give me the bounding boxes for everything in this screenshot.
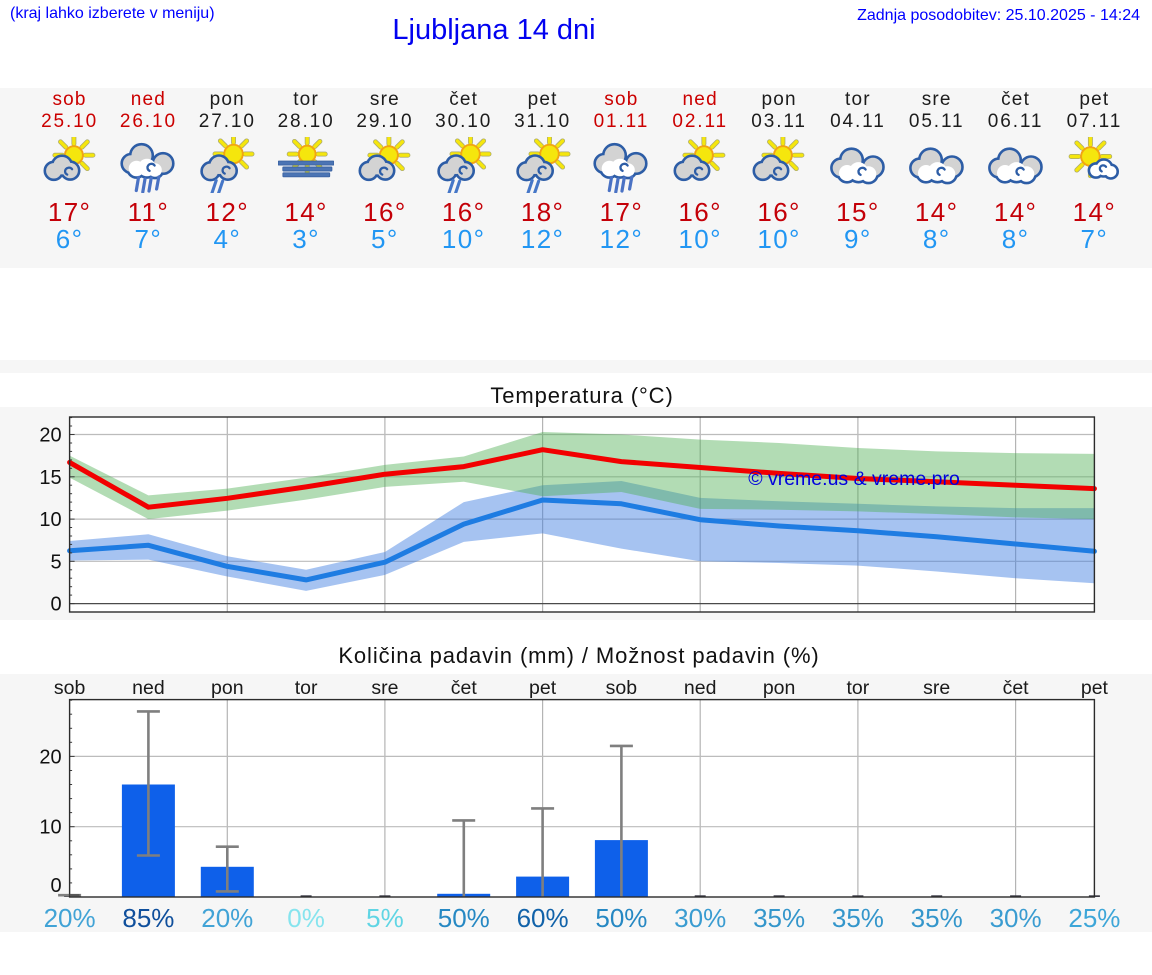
svg-text:15: 15 bbox=[39, 467, 61, 489]
svg-text:0%: 0% bbox=[287, 903, 325, 932]
svg-text:pet: pet bbox=[529, 677, 557, 699]
svg-text:5: 5 bbox=[50, 551, 61, 573]
svg-text:tor: tor bbox=[847, 677, 870, 699]
svg-text:10: 10 bbox=[39, 817, 61, 839]
svg-text:25%: 25% bbox=[1068, 903, 1120, 932]
svg-text:ned: ned bbox=[132, 677, 165, 699]
svg-text:10: 10 bbox=[39, 509, 61, 531]
svg-text:pon: pon bbox=[211, 677, 244, 699]
svg-text:sre: sre bbox=[371, 677, 398, 699]
svg-text:sob: sob bbox=[54, 677, 86, 699]
svg-text:ned: ned bbox=[684, 677, 717, 699]
svg-text:0: 0 bbox=[50, 875, 61, 897]
svg-text:sob: sob bbox=[606, 677, 638, 699]
svg-text:20: 20 bbox=[39, 425, 61, 447]
svg-text:85%: 85% bbox=[122, 903, 174, 932]
svg-text:50%: 50% bbox=[595, 903, 647, 932]
svg-text:35%: 35% bbox=[753, 903, 805, 932]
svg-text:30%: 30% bbox=[990, 903, 1042, 932]
svg-text:pon: pon bbox=[763, 677, 796, 699]
svg-text:20%: 20% bbox=[44, 903, 96, 932]
svg-text:20%: 20% bbox=[201, 903, 253, 932]
svg-text:sre: sre bbox=[923, 677, 950, 699]
svg-text:pet: pet bbox=[1081, 677, 1109, 699]
svg-text:20: 20 bbox=[39, 746, 61, 768]
svg-text:čet: čet bbox=[1003, 677, 1030, 699]
svg-text:5%: 5% bbox=[366, 903, 404, 932]
svg-text:0: 0 bbox=[50, 594, 61, 616]
svg-text:50%: 50% bbox=[438, 903, 490, 932]
svg-text:čet: čet bbox=[451, 677, 478, 699]
svg-text:© vreme.us & vreme.pro: © vreme.us & vreme.pro bbox=[748, 468, 960, 490]
svg-text:35%: 35% bbox=[832, 903, 884, 932]
svg-text:60%: 60% bbox=[517, 903, 569, 932]
svg-text:35%: 35% bbox=[911, 903, 963, 932]
svg-text:tor: tor bbox=[295, 677, 318, 699]
svg-text:30%: 30% bbox=[674, 903, 726, 932]
